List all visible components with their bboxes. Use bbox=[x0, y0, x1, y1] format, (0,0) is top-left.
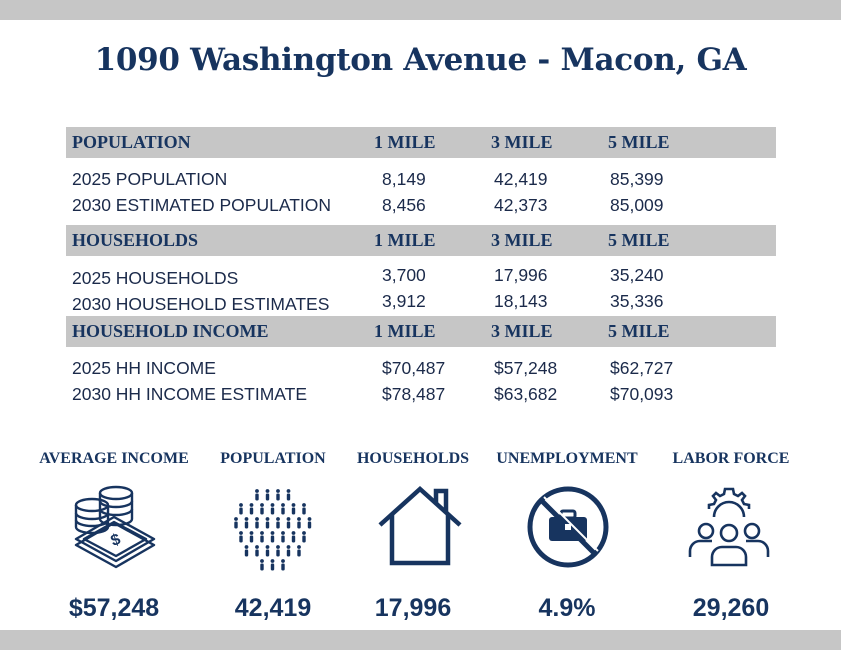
stat-label-labor-force: LABOR FORCE bbox=[672, 450, 790, 467]
value-1-mile: 8,456 bbox=[382, 195, 426, 215]
col-5-mile: 5 MILE bbox=[608, 132, 670, 152]
section-header: HOUSEHOLDS 1 MILE 3 MILE 5 MILE bbox=[66, 225, 776, 256]
value-1-mile: 3,912 bbox=[382, 291, 426, 311]
table-row: 2025 HOUSEHOLDS 3,700 17,996 35,240 bbox=[66, 262, 776, 288]
stat-label-households: HOUSEHOLDS bbox=[356, 450, 470, 467]
page-title: 1090 Washington Avenue - Macon, GA bbox=[94, 42, 747, 78]
value-5-mile: 85,009 bbox=[610, 195, 664, 215]
household-income-section: HOUSEHOLD INCOME 1 MILE 3 MILE 5 MILE 20… bbox=[66, 316, 776, 407]
row-label: 2030 HOUSEHOLD ESTIMATES bbox=[72, 294, 330, 314]
value-3-mile: 42,419 bbox=[494, 169, 548, 189]
section-title: POPULATION bbox=[72, 132, 191, 152]
stat-label-unemployment: UNEMPLOYMENT bbox=[496, 450, 638, 467]
row-label: 2030 HH INCOME ESTIMATE bbox=[72, 384, 308, 404]
row-label: 2025 POPULATION bbox=[72, 169, 228, 189]
value-5-mile: 35,240 bbox=[610, 265, 664, 285]
row-label: 2025 HOUSEHOLDS bbox=[72, 268, 239, 288]
table-row: 2030 HOUSEHOLD ESTIMATES 3,912 18,143 35… bbox=[66, 288, 776, 314]
section-title: HOUSEHOLD INCOME bbox=[72, 321, 269, 341]
money-stack-icon: $ bbox=[74, 485, 156, 569]
stat-label-average-income: AVERAGE INCOME bbox=[39, 450, 189, 467]
value-5-mile: $62,727 bbox=[610, 358, 674, 378]
team-gear-icon bbox=[688, 487, 770, 567]
value-3-mile: 42,373 bbox=[494, 195, 548, 215]
stat-value-labor-force: 29,260 bbox=[692, 594, 770, 622]
bottom-band bbox=[0, 630, 841, 650]
section-header: POPULATION 1 MILE 3 MILE 5 MILE bbox=[66, 127, 776, 158]
table-row: 2030 ESTIMATED POPULATION 8,456 42,373 8… bbox=[66, 192, 776, 218]
value-3-mile: $57,248 bbox=[494, 358, 558, 378]
row-label: 2025 HH INCOME bbox=[72, 358, 216, 378]
col-3-mile: 3 MILE bbox=[491, 230, 553, 250]
col-3-mile: 3 MILE bbox=[491, 132, 553, 152]
value-1-mile: 3,700 bbox=[382, 265, 426, 285]
row-label: 2030 ESTIMATED POPULATION bbox=[72, 195, 332, 215]
value-3-mile: $63,682 bbox=[494, 384, 558, 404]
value-5-mile: 35,336 bbox=[610, 291, 664, 311]
table-row: 2030 HH INCOME ESTIMATE $78,487 $63,682 … bbox=[66, 381, 776, 407]
no-briefcase-icon bbox=[527, 486, 609, 568]
section-header: HOUSEHOLD INCOME 1 MILE 3 MILE 5 MILE bbox=[66, 316, 776, 347]
col-5-mile: 5 MILE bbox=[608, 230, 670, 250]
col-1-mile: 1 MILE bbox=[374, 230, 436, 250]
house-icon bbox=[378, 485, 462, 566]
col-3-mile: 3 MILE bbox=[491, 321, 553, 341]
households-section: HOUSEHOLDS 1 MILE 3 MILE 5 MILE 2025 HOU… bbox=[66, 225, 776, 314]
top-band bbox=[0, 0, 841, 20]
table-row: 2025 POPULATION 8,149 42,419 85,399 bbox=[66, 166, 776, 192]
value-1-mile: $70,487 bbox=[382, 358, 446, 378]
stat-value-average-income: $57,248 bbox=[68, 594, 160, 622]
stat-label-population: POPULATION bbox=[220, 450, 326, 467]
stat-value-population: 42,419 bbox=[234, 594, 312, 622]
people-crowd-icon bbox=[234, 489, 312, 571]
value-5-mile: $70,093 bbox=[610, 384, 674, 404]
value-1-mile: 8,149 bbox=[382, 169, 426, 189]
col-1-mile: 1 MILE bbox=[374, 321, 436, 341]
value-1-mile: $78,487 bbox=[382, 384, 446, 404]
value-3-mile: 18,143 bbox=[494, 291, 548, 311]
col-5-mile: 5 MILE bbox=[608, 321, 670, 341]
table-row: 2025 HH INCOME $70,487 $57,248 $62,727 bbox=[66, 355, 776, 381]
section-title: HOUSEHOLDS bbox=[72, 230, 199, 250]
stat-value-households: 17,996 bbox=[374, 594, 452, 622]
col-1-mile: 1 MILE bbox=[374, 132, 436, 152]
stat-value-unemployment: 4.9% bbox=[538, 594, 596, 622]
population-section: POPULATION 1 MILE 3 MILE 5 MILE 2025 POP… bbox=[66, 127, 776, 218]
value-3-mile: 17,996 bbox=[494, 265, 548, 285]
value-5-mile: 85,399 bbox=[610, 169, 664, 189]
